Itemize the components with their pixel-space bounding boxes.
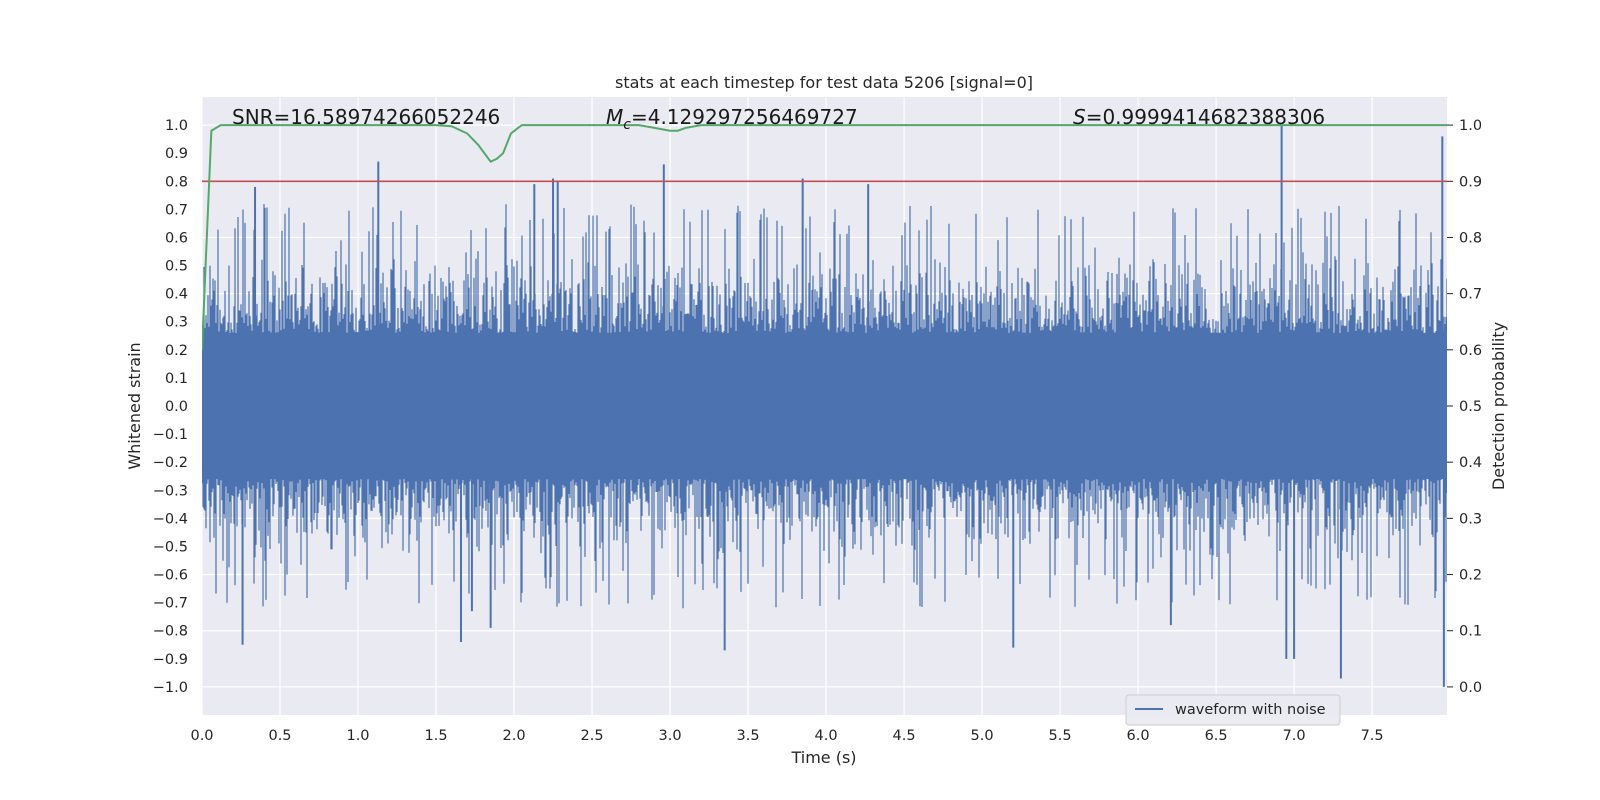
x-tick-label: 4.5 xyxy=(893,728,916,744)
y-tick-label: 0.2 xyxy=(165,343,188,359)
legend: waveform with noise xyxy=(1125,694,1341,726)
y-tick-label: −0.3 xyxy=(153,483,188,499)
y-tick-label: 0.6 xyxy=(165,230,188,246)
y2-tick-label: 0.1 xyxy=(1459,624,1482,640)
y2-tick-label: 0.3 xyxy=(1459,511,1482,527)
waveform-core-band xyxy=(202,349,1447,463)
legend-label-waveform: waveform with noise xyxy=(1175,702,1326,718)
x-tick-label: 0.5 xyxy=(268,728,291,744)
chart-title: stats at each timestep for test data 520… xyxy=(615,73,1033,92)
x-tick-label: 4.0 xyxy=(815,728,838,744)
x-tick-label: 2.0 xyxy=(502,728,525,744)
chirp-mass-symbol: M xyxy=(606,105,623,129)
y-axis-label: Whitened strain xyxy=(125,342,144,469)
x-tick-label: 3.0 xyxy=(659,728,682,744)
y-tick-label: 0.7 xyxy=(165,202,188,218)
x-tick-label: 3.5 xyxy=(737,728,760,744)
x-tick-label: 1.0 xyxy=(346,728,369,744)
x-tick-label: 5.5 xyxy=(1049,728,1072,744)
detection-probability-line xyxy=(202,124,1447,350)
s-symbol: S xyxy=(1073,105,1086,129)
y2-tick-label: 0.9 xyxy=(1459,174,1482,190)
y2-tick-label: 0.8 xyxy=(1459,230,1482,246)
y-tick-label: −1.0 xyxy=(153,680,188,696)
y-tick-label: 0.4 xyxy=(165,287,188,303)
chirp-mass-subscript: c xyxy=(623,117,631,133)
y2-tick-label: 0.2 xyxy=(1459,568,1482,584)
snr-annotation: SNR=16.58974266052246 xyxy=(232,105,500,129)
y2-tick-label: 0.6 xyxy=(1459,343,1482,359)
x-tick-label: 2.5 xyxy=(581,728,604,744)
x-axis-label: Time (s) xyxy=(790,748,856,767)
chirp-mass-value: =4.129297256469727 xyxy=(631,105,858,129)
y-tick-label: 0.3 xyxy=(165,315,188,331)
y2-tick-label: 0.5 xyxy=(1459,399,1482,415)
data-layer xyxy=(202,124,1447,687)
y2-tick-label: 0.0 xyxy=(1459,680,1482,696)
y2-tick-label: 1.0 xyxy=(1459,118,1482,134)
y2-tick-label: 0.4 xyxy=(1459,455,1482,471)
x-tick-label: 1.5 xyxy=(424,728,447,744)
waveform-series xyxy=(202,125,1447,687)
x-tick-label: 6.5 xyxy=(1205,728,1228,744)
y-tick-label: −0.8 xyxy=(153,624,188,640)
y-tick-label: 0.0 xyxy=(165,399,188,415)
x-tick-label: 6.0 xyxy=(1127,728,1150,744)
y-tick-label: −0.6 xyxy=(153,568,188,584)
y-tick-label: −0.1 xyxy=(153,427,188,443)
x-tick-label: 7.5 xyxy=(1361,728,1384,744)
x-tick-label: 7.0 xyxy=(1283,728,1306,744)
s-value: =0.9999414682388306 xyxy=(1086,105,1325,129)
y-tick-label: 1.0 xyxy=(165,118,188,134)
y-tick-label: 0.1 xyxy=(165,371,188,387)
y2-axis-label: Detection probability xyxy=(1489,322,1508,490)
y-tick-label: −0.5 xyxy=(153,539,188,555)
s-annotation: S=0.9999414682388306 xyxy=(1073,105,1325,129)
y-tick-label: −0.2 xyxy=(153,455,188,471)
y-tick-label: 0.8 xyxy=(165,174,188,190)
y-tick-label: −0.7 xyxy=(153,596,188,612)
y-tick-label: −0.4 xyxy=(153,511,188,527)
y-tick-label: 0.5 xyxy=(165,259,188,275)
x-tick-label: 5.0 xyxy=(971,728,994,744)
chirp-mass-annotation: Mc=4.129297256469727 xyxy=(606,105,858,133)
y-tick-label: −0.9 xyxy=(153,652,188,668)
y-tick-label: 0.9 xyxy=(165,146,188,162)
axes: 0.0 0.5 1.0 1.5 2.0 2.5 3.0 3.5 4.0 4.5 5.0 5.5 6.0 6… xyxy=(153,118,1482,744)
legend-box xyxy=(1125,694,1341,726)
x-tick-label: 0.0 xyxy=(190,728,213,744)
y2-tick-label: 0.7 xyxy=(1459,287,1482,303)
